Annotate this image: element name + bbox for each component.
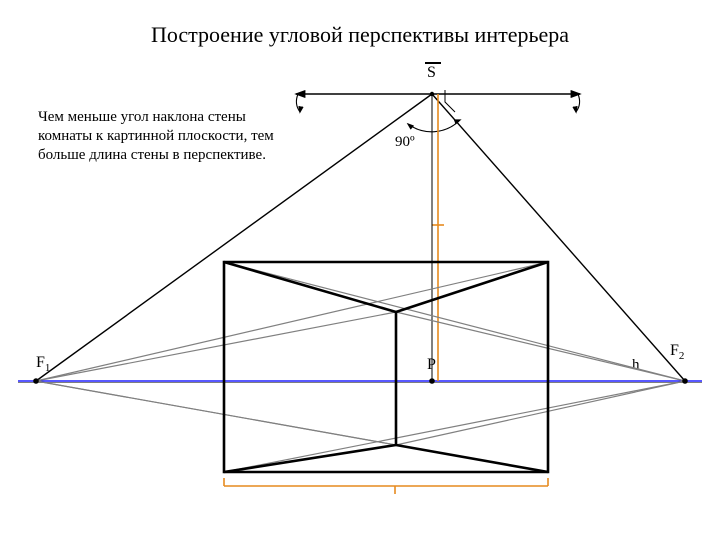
diagram-canvas: Построение угловой перспективы интерьера…: [0, 0, 720, 540]
diagram-svg: [0, 0, 720, 540]
